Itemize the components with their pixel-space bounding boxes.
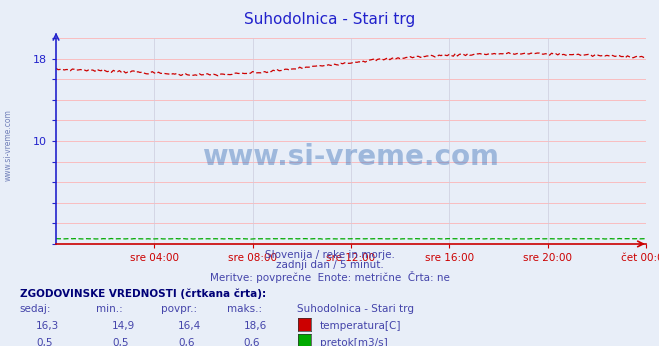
Text: Slovenija / reke in morje.: Slovenija / reke in morje. <box>264 250 395 260</box>
Text: www.si-vreme.com: www.si-vreme.com <box>3 109 13 181</box>
Text: www.si-vreme.com: www.si-vreme.com <box>202 144 500 172</box>
Text: zadnji dan / 5 minut.: zadnji dan / 5 minut. <box>275 260 384 270</box>
Text: pretok[m3/s]: pretok[m3/s] <box>320 338 387 346</box>
Text: 0,6: 0,6 <box>244 338 260 346</box>
Text: sedaj:: sedaj: <box>20 304 51 315</box>
Text: 14,9: 14,9 <box>112 321 135 331</box>
Text: Meritve: povprečne  Enote: metrične  Črta: ne: Meritve: povprečne Enote: metrične Črta:… <box>210 271 449 283</box>
Text: povpr.:: povpr.: <box>161 304 198 315</box>
Text: 0,5: 0,5 <box>112 338 129 346</box>
Text: ZGODOVINSKE VREDNOSTI (črtkana črta):: ZGODOVINSKE VREDNOSTI (črtkana črta): <box>20 289 266 299</box>
Text: 0,5: 0,5 <box>36 338 53 346</box>
Text: 0,6: 0,6 <box>178 338 194 346</box>
Text: Suhodolnica - Stari trg: Suhodolnica - Stari trg <box>244 12 415 27</box>
Text: 16,4: 16,4 <box>178 321 201 331</box>
Text: min.:: min.: <box>96 304 123 315</box>
Text: maks.:: maks.: <box>227 304 262 315</box>
Text: temperatura[C]: temperatura[C] <box>320 321 401 331</box>
Text: 18,6: 18,6 <box>244 321 267 331</box>
Text: 16,3: 16,3 <box>36 321 59 331</box>
Text: Suhodolnica - Stari trg: Suhodolnica - Stari trg <box>297 304 414 315</box>
